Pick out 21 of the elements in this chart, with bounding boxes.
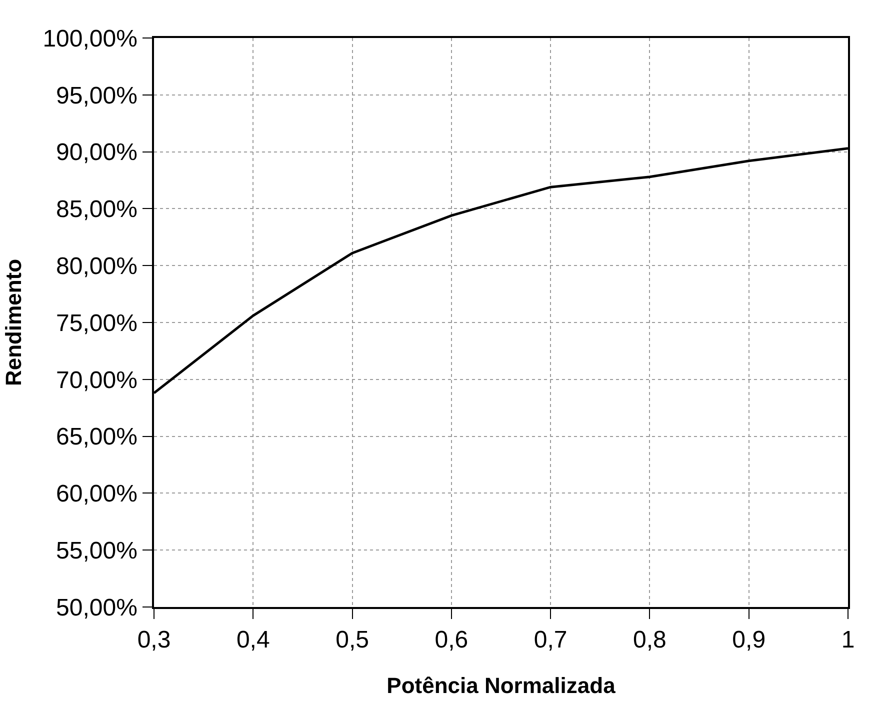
y-tick-label: 90,00% <box>56 139 138 166</box>
x-tick-label: 0,6 <box>434 626 468 654</box>
y-tick-label: 95,00% <box>56 82 138 110</box>
y-tick-label: 50,00% <box>56 594 138 622</box>
y-tick-label: 55,00% <box>56 538 138 564</box>
y-tick-label: 100,00% <box>42 25 138 52</box>
x-tick-label: 0,3 <box>137 626 171 654</box>
y-axis-title: Rendimento <box>1 258 26 386</box>
y-tick-label: 65,00% <box>56 424 138 451</box>
x-tick-label: 0,8 <box>633 626 666 654</box>
y-tick-label: 75,00% <box>56 310 138 337</box>
x-tick-label: 0,5 <box>336 626 369 654</box>
y-tick-label: 85,00% <box>56 196 138 224</box>
y-tick-label: 60,00% <box>56 480 138 508</box>
x-tick-label: 0,4 <box>236 626 270 654</box>
y-tick-label: 80,00% <box>56 253 138 280</box>
x-tick-label: 1 <box>841 626 855 654</box>
y-tick-label: 70,00% <box>56 366 138 394</box>
x-tick-label: 0,9 <box>732 626 766 654</box>
x-axis-title: Potência Normalizada <box>386 672 616 698</box>
x-tick-label: 0,7 <box>534 626 568 654</box>
